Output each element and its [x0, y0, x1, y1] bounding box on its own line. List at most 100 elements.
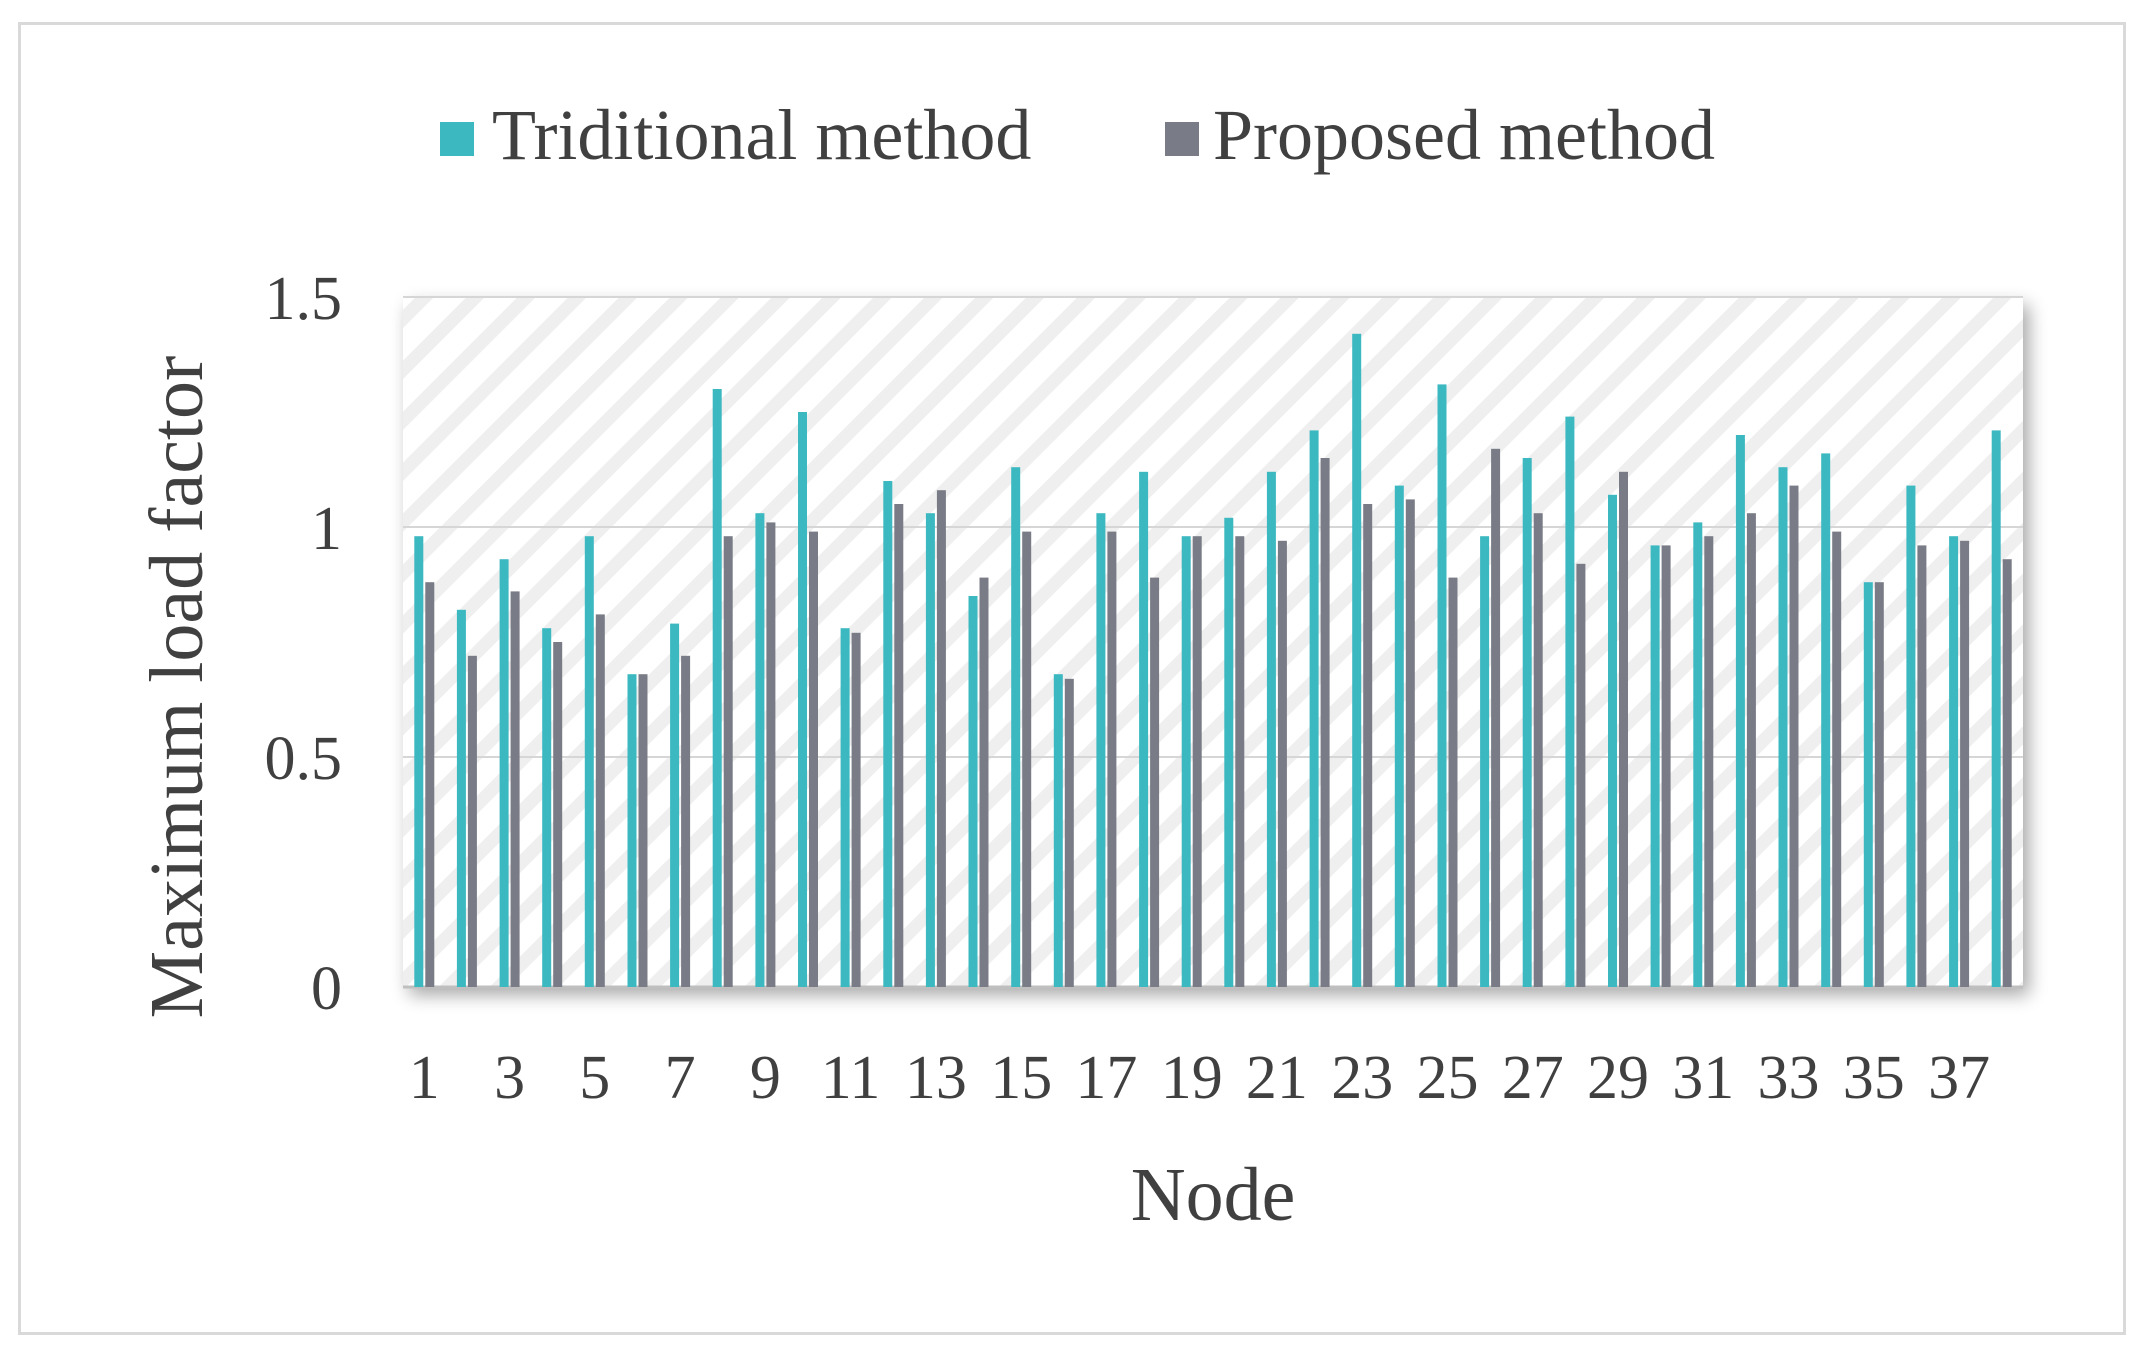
- bar-proposed-node-21: [1277, 540, 1287, 987]
- bar-traditional-node-4: [542, 628, 552, 987]
- bar-proposed-node-36: [1917, 545, 1927, 987]
- bar-traditional-node-8: [712, 389, 722, 987]
- x-tick-label: 13: [905, 1044, 967, 1112]
- bar-traditional-node-2: [456, 609, 466, 987]
- bar-traditional-node-34: [1821, 453, 1831, 987]
- bar-proposed-node-4: [553, 642, 563, 987]
- bar-proposed-node-31: [1704, 536, 1714, 987]
- x-tick-label: 27: [1502, 1044, 1564, 1112]
- bar-traditional-node-36: [1906, 485, 1916, 987]
- bar-traditional-node-19: [1181, 536, 1191, 987]
- bar-proposed-node-3: [510, 591, 520, 987]
- bar-proposed-node-26: [1491, 448, 1501, 987]
- bar-traditional-node-25: [1437, 384, 1447, 987]
- bar-proposed-node-9: [766, 522, 776, 987]
- x-tick-label: 31: [1672, 1044, 1734, 1112]
- bar-traditional-node-13: [925, 513, 935, 987]
- bar-proposed-node-33: [1789, 485, 1799, 987]
- bar-proposed-node-25: [1448, 577, 1458, 987]
- bar-proposed-node-6: [638, 674, 648, 987]
- x-tick-label: 35: [1843, 1044, 1905, 1112]
- y-tick-label: 1: [311, 495, 342, 563]
- x-tick-label: 1: [409, 1044, 440, 1112]
- bar-proposed-node-14: [979, 577, 989, 987]
- bar-traditional-node-7: [670, 623, 680, 987]
- bar-proposed-node-30: [1661, 545, 1671, 987]
- x-tick-label: 3: [494, 1044, 525, 1112]
- bar-traditional-node-24: [1394, 485, 1404, 987]
- bar-proposed-node-24: [1405, 499, 1415, 987]
- bar-traditional-node-21: [1266, 471, 1276, 987]
- y-axis-title: Maximum load factor: [135, 356, 219, 1019]
- bar-traditional-node-29: [1608, 494, 1617, 987]
- bar-traditional-node-12: [883, 481, 893, 987]
- bars-group: [414, 333, 2012, 988]
- x-tick-label: 9: [750, 1044, 781, 1112]
- bar-proposed-node-19: [1192, 536, 1202, 987]
- x-tick-label: 37: [1928, 1044, 1990, 1112]
- bar-traditional-node-27: [1522, 458, 1532, 987]
- bar-proposed-node-11: [851, 632, 861, 987]
- bar-proposed-node-7: [681, 655, 691, 987]
- x-tick-label: 23: [1331, 1044, 1393, 1112]
- bar-traditional-node-28: [1565, 416, 1575, 988]
- bar-traditional-node-17: [1096, 513, 1106, 987]
- bar-traditional-node-1: [414, 536, 424, 987]
- bar-traditional-node-14: [968, 596, 978, 987]
- bar-proposed-node-28: [1576, 563, 1586, 987]
- legend-label-traditional: Triditional method: [492, 95, 1031, 175]
- bar-traditional-node-26: [1480, 536, 1490, 987]
- x-tick-labels: 1 3 5 7 9 11 13 15 17 19 21 23 25 27 29 31 33 35 37: [409, 1044, 1990, 1112]
- x-tick-label: 19: [1161, 1044, 1223, 1112]
- y-tick-labels: 0 0.5 1 1.5: [265, 265, 343, 1023]
- bar-proposed-node-34: [1832, 531, 1842, 987]
- bar-proposed-node-17: [1107, 531, 1117, 987]
- bar-traditional-node-6: [627, 674, 637, 987]
- x-tick-label: 15: [990, 1044, 1052, 1112]
- x-tick-label: 29: [1587, 1044, 1649, 1112]
- x-tick-label: 17: [1075, 1044, 1137, 1112]
- x-tick-label: 33: [1758, 1044, 1820, 1112]
- bar-traditional-node-37: [1949, 536, 1959, 987]
- bar-proposed-node-13: [936, 490, 946, 987]
- bar-proposed-node-20: [1235, 536, 1245, 987]
- bar-traditional-node-5: [584, 536, 594, 987]
- bar-traditional-node-10: [798, 412, 807, 987]
- bar-proposed-node-18: [1150, 577, 1160, 987]
- bar-proposed-node-23: [1363, 504, 1373, 987]
- bar-traditional-node-31: [1693, 522, 1703, 987]
- legend-swatch-traditional: [440, 122, 474, 156]
- y-tick-label: 1.5: [265, 265, 343, 333]
- bar-traditional-node-3: [499, 559, 509, 987]
- bar-proposed-node-5: [595, 614, 605, 987]
- x-tick-label: 25: [1417, 1044, 1479, 1112]
- bar-proposed-node-12: [894, 504, 904, 987]
- legend-label-proposed: Proposed method: [1213, 95, 1715, 175]
- bar-traditional-node-18: [1139, 471, 1149, 987]
- bar-proposed-node-8: [723, 536, 733, 987]
- legend: Triditional method Proposed method: [440, 95, 1715, 175]
- bar-proposed-node-2: [467, 655, 477, 987]
- bar-traditional-node-35: [1863, 582, 1873, 987]
- x-axis-title: Node: [1131, 1153, 1296, 1237]
- bar-traditional-node-33: [1778, 467, 1788, 987]
- bar-traditional-node-38: [1991, 430, 2001, 987]
- y-tick-label: 0: [311, 955, 342, 1023]
- x-tick-label: 5: [579, 1044, 610, 1112]
- bar-proposed-node-38: [2002, 559, 2012, 987]
- bar-proposed-node-32: [1746, 513, 1756, 987]
- bar-proposed-node-37: [1960, 540, 1970, 987]
- bar-traditional-node-22: [1309, 430, 1319, 987]
- bar-proposed-node-35: [1874, 582, 1884, 987]
- bar-traditional-node-20: [1224, 517, 1234, 987]
- x-tick-label: 11: [821, 1044, 881, 1112]
- bar-traditional-node-23: [1352, 333, 1362, 987]
- bar-traditional-node-15: [1011, 467, 1021, 987]
- bar-traditional-node-30: [1650, 545, 1660, 987]
- bar-proposed-node-29: [1619, 471, 1628, 987]
- bar-traditional-node-32: [1735, 435, 1745, 987]
- bar-proposed-node-10: [809, 531, 818, 987]
- bar-proposed-node-16: [1064, 678, 1074, 987]
- bar-proposed-node-27: [1533, 513, 1543, 987]
